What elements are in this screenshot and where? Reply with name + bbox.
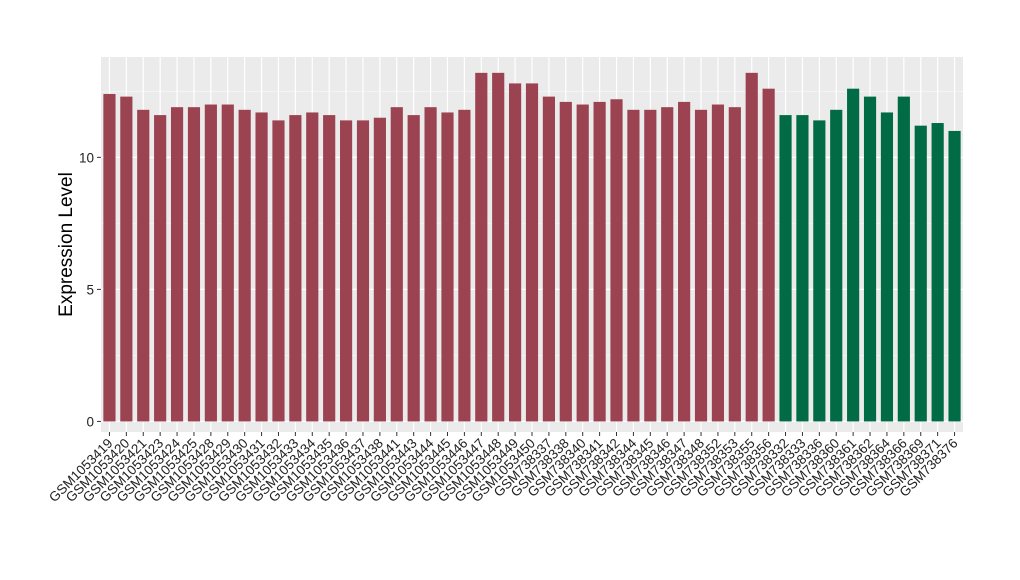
bar-GSM738336 [813,120,826,422]
bar-GSM738362 [863,96,877,422]
bar-GSM1053435 [323,115,336,422]
bar-GSM738371 [931,123,944,422]
bar-GSM738344 [627,109,640,422]
bar-GSM738352 [711,104,725,422]
bar-GSM1053449 [509,83,522,422]
bar-GSM738333 [796,115,809,422]
bar-GSM738347 [678,101,691,422]
bar-GSM1053445 [441,112,454,422]
bar-GSM738369 [914,125,927,422]
y-tick-label: 10 [79,150,94,165]
bar-GSM1053446 [458,109,471,422]
bar-GSM738376 [948,130,961,422]
bar-GSM1053424 [170,107,184,422]
bar-GSM1053434 [306,112,319,422]
bar-GSM738338 [559,101,572,422]
bar-GSM1053421 [137,109,150,422]
bar-GSM1053448 [492,72,505,422]
bar-GSM738366 [897,96,910,422]
bar-GSM738355 [745,72,758,422]
bar-GSM1053447 [475,72,488,422]
bar-GSM1053443 [407,115,420,422]
bar-GSM738345 [644,109,657,422]
bar-GSM1053441 [390,107,403,422]
y-tick-label: 0 [86,414,94,429]
bar-GSM738341 [593,101,606,422]
bar-GSM738353 [728,107,741,422]
bar-GSM738348 [694,109,708,422]
bar-GSM1053423 [154,115,167,422]
y-tick-label: 5 [86,282,94,297]
bar-GSM1053438 [373,117,386,422]
bar-GSM1053436 [339,120,353,422]
bar-GSM1053444 [424,107,437,422]
y-axis-label: Expression Level [56,172,77,317]
bar-GSM1053430 [238,109,251,422]
bar-GSM1053432 [272,120,285,422]
bar-GSM738361 [847,88,860,422]
bar-GSM1053425 [187,107,201,422]
bar-GSM1053437 [356,120,370,422]
bar-GSM1053450 [525,83,539,422]
bar-GSM738337 [542,96,555,422]
bar-GSM738332 [779,115,792,422]
bar-GSM738342 [610,99,623,422]
bar-GSM1053429 [221,104,234,422]
y-axis: 0 5 10 [79,150,101,429]
bar-GSM738346 [661,107,674,422]
bar-GSM738340 [576,104,589,422]
bar-GSM1053433 [289,115,302,422]
bar-GSM738356 [762,88,775,422]
bar-GSM1053419 [103,93,116,422]
bar-GSM1053431 [255,112,268,422]
bar-GSM738364 [880,112,894,422]
bar-GSM738360 [830,109,843,422]
bar-GSM1053428 [204,104,217,422]
x-axis: GSM1053419GSM1053420GSM1053421GSM1053423… [46,432,961,505]
bar-GSM1053420 [120,96,133,422]
bars [103,72,961,422]
